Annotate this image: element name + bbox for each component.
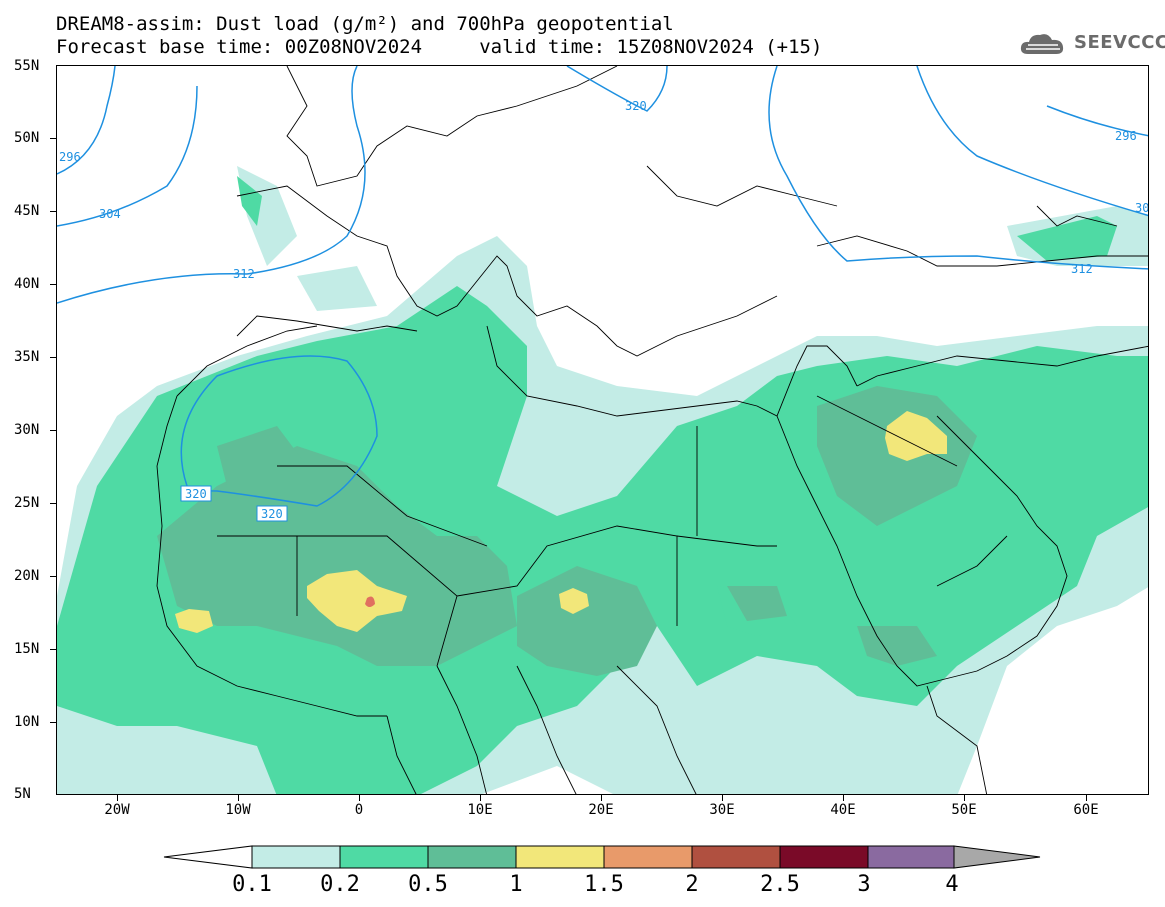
- colorbar-label: 1: [509, 872, 523, 897]
- lon-label: 0: [354, 802, 364, 818]
- forecast-time-subtitle: Forecast base time: 00Z08NOV2024 valid t…: [56, 36, 823, 58]
- dust-map: 296 304 312 320 320 320 312 296 30: [57, 66, 1149, 794]
- lon-tick: [359, 795, 360, 801]
- lon-label: 20E: [588, 802, 614, 818]
- lat-label: 55N: [14, 58, 40, 74]
- contour-label: 30: [1135, 201, 1149, 215]
- colorbar-min-arrow: [163, 845, 253, 869]
- contour-label: 312: [1071, 262, 1093, 276]
- lat-label: 40N: [14, 276, 40, 292]
- colorbar-segment: [603, 845, 693, 869]
- lon-label: 20W: [104, 802, 130, 818]
- lon-tick: [480, 795, 481, 801]
- colorbar-segment: [779, 845, 869, 869]
- contour-label: 304: [99, 207, 121, 221]
- cloud-icon: [1020, 34, 1064, 54]
- colorbar-label: 1.5: [584, 872, 624, 897]
- lat-label: 20N: [14, 568, 40, 584]
- colorbar-label: 2.5: [760, 872, 800, 897]
- lat-label: 15N: [14, 641, 40, 657]
- geopotential-contours: [57, 66, 1148, 507]
- lon-tick: [1086, 795, 1087, 801]
- lon-label: 10W: [225, 802, 251, 818]
- lon-tick: [117, 795, 118, 801]
- seevccc-logo: SEEVCCC: [1018, 28, 1165, 60]
- lat-tick: [50, 503, 56, 504]
- lat-tick: [50, 357, 56, 358]
- lon-label: 60E: [1073, 802, 1099, 818]
- lon-tick: [601, 795, 602, 801]
- colorbar-max-arrow: [953, 845, 1041, 869]
- colorbar-segment: [515, 845, 605, 869]
- lat-label: 45N: [14, 203, 40, 219]
- lat-label: 5N: [14, 786, 31, 802]
- lon-label: 50E: [951, 802, 977, 818]
- colorbar-label: 0.5: [408, 872, 448, 897]
- lat-label: 35N: [14, 349, 40, 365]
- coastlines: [156, 66, 1148, 794]
- contour-label: 320: [625, 99, 647, 113]
- lat-tick: [50, 576, 56, 577]
- contour-labels: 296 304 312 320 320 320 312 296 30: [59, 99, 1149, 522]
- lat-label: 25N: [14, 495, 40, 511]
- colorbar-label: 3: [857, 872, 871, 897]
- lon-label: 10E: [467, 802, 493, 818]
- lat-tick: [50, 722, 56, 723]
- colorbar-label: 0.2: [320, 872, 360, 897]
- lon-tick: [722, 795, 723, 801]
- colorbar-segment: [427, 845, 517, 869]
- lon-tick: [238, 795, 239, 801]
- contour-label: 296: [59, 150, 81, 164]
- colorbar-segment: [251, 845, 341, 869]
- colorbar-label: 4: [945, 872, 959, 897]
- lat-label: 50N: [14, 130, 40, 146]
- contour-label: 320: [261, 507, 283, 521]
- lat-tick: [50, 649, 56, 650]
- map-title: DREAM8-assim: Dust load (g/m²) and 700hP…: [56, 13, 674, 35]
- logo-text: SEEVCCC: [1074, 32, 1165, 53]
- lat-tick: [50, 138, 56, 139]
- lat-tick: [50, 284, 56, 285]
- lon-tick: [964, 795, 965, 801]
- lon-label: 30E: [709, 802, 735, 818]
- colorbar-segment: [867, 845, 955, 869]
- colorbar-segment: [339, 845, 429, 869]
- lon-label: 40E: [830, 802, 856, 818]
- lat-label: 30N: [14, 422, 40, 438]
- lon-tick: [843, 795, 844, 801]
- colorbar-label: 0.1: [232, 872, 272, 897]
- map-panel: 296 304 312 320 320 320 312 296 30: [56, 65, 1149, 795]
- colorbar: [163, 845, 1041, 869]
- dust-peak-area: [365, 596, 375, 607]
- lat-label: 10N: [14, 714, 40, 730]
- lat-tick: [50, 430, 56, 431]
- lat-tick: [50, 211, 56, 212]
- contour-label: 296: [1115, 129, 1137, 143]
- dust-high-layer: [175, 411, 947, 633]
- colorbar-label: 2: [685, 872, 699, 897]
- colorbar-segment: [691, 845, 781, 869]
- contour-label: 312: [233, 267, 255, 281]
- contour-label: 320: [185, 487, 207, 501]
